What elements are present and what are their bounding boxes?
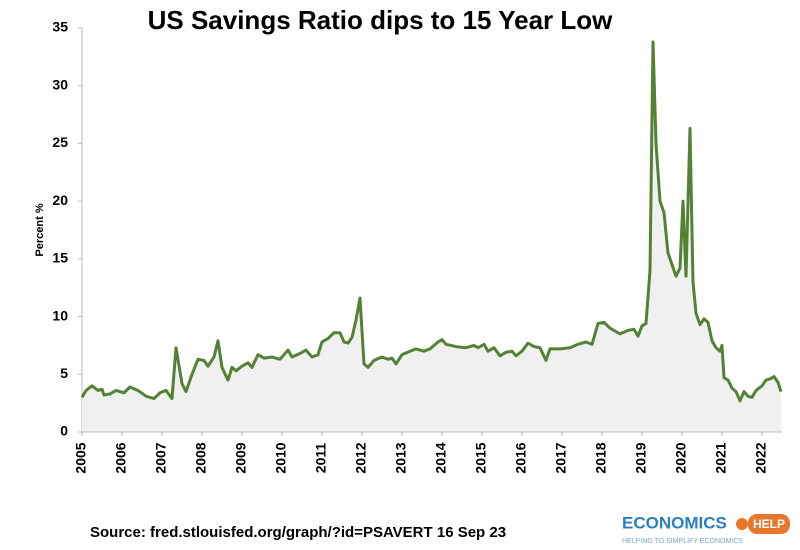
x-tick-label: 2019: [633, 442, 649, 473]
y-tick-label: 15: [52, 250, 68, 266]
y-tick-label: 10: [52, 307, 68, 323]
x-tick-label: 2006: [113, 442, 129, 473]
logo-tagline: HELPING TO SIMPLIFY ECONOMICS: [622, 538, 743, 545]
line-series: [80, 40, 783, 403]
y-tick-label: 20: [52, 192, 68, 208]
x-tick-label: 2005: [73, 442, 89, 473]
x-tick-label: 2013: [393, 442, 409, 473]
logo-name: ECONOMICS: [622, 513, 727, 532]
x-tick-label: 2015: [473, 442, 489, 473]
logo-dot: [736, 518, 748, 530]
logo-badge: [748, 514, 790, 534]
x-tick-label: 2010: [273, 442, 289, 473]
y-tick-label: 5: [60, 365, 68, 381]
x-tick-label: 2007: [153, 442, 169, 473]
source-note: Source: fred.stlouisfed.org/graph/?id=PS…: [90, 524, 506, 541]
x-tick-label: 2008: [193, 442, 209, 473]
x-tick-label: 2009: [233, 442, 249, 473]
x-tick-label: 2016: [513, 442, 529, 473]
chart-title: US Savings Ratio dips to 15 Year Low: [148, 5, 614, 35]
x-tick-label: 2021: [713, 442, 729, 473]
logo: ECONOMICS HELP HELPING TO SIMPLIFY ECONO…: [622, 513, 790, 545]
x-tick-label: 2022: [753, 442, 769, 473]
x-tick-label: 2017: [553, 442, 569, 473]
y-tick-label: 0: [60, 423, 68, 439]
x-tick-label: 2011: [313, 443, 329, 474]
line-area: [82, 41, 781, 432]
x-tick-label: 2020: [673, 442, 689, 473]
logo-badge-text: HELP: [753, 517, 785, 531]
x-tick-label: 2014: [433, 442, 449, 473]
y-tick-label: 35: [52, 19, 68, 35]
x-tick-label: 2018: [593, 442, 609, 473]
y-axis-label: Percent %: [34, 203, 46, 256]
y-tick-label: 30: [52, 76, 68, 92]
x-tick-label: 2012: [353, 442, 369, 473]
y-tick-label: 25: [52, 134, 68, 150]
